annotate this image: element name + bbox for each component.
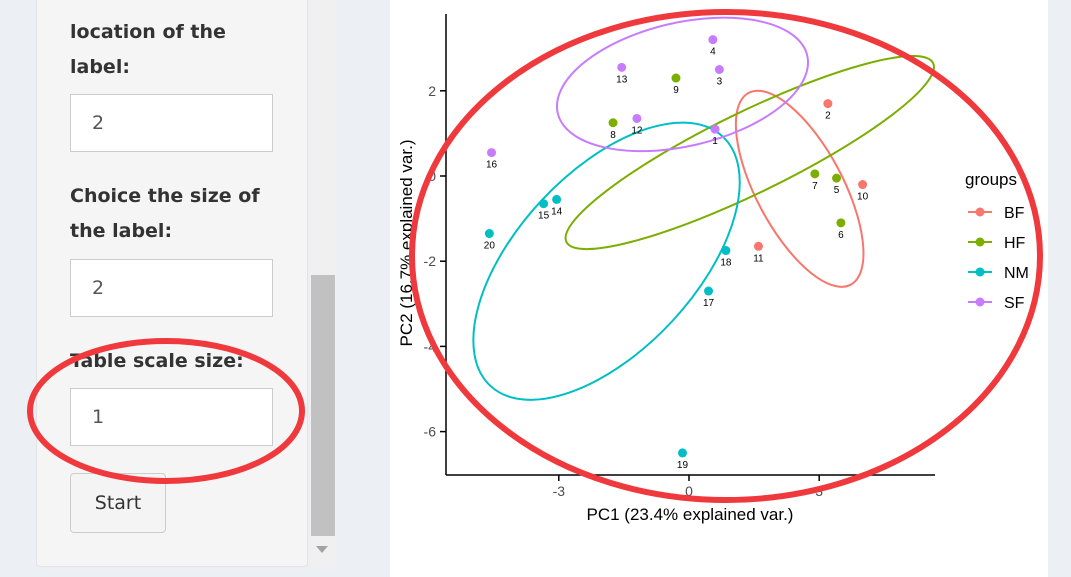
point-3 — [714, 65, 724, 74]
point-17 — [704, 286, 714, 296]
scroll-down-arrow-icon[interactable] — [316, 546, 328, 553]
pca-biplot: -3 0 320-2-4-6 123456789101112131415161718… — [397, 9, 1043, 524]
location-label: location of the label: — [70, 21, 226, 78]
y-tick-label: -2 — [424, 253, 437, 269]
y-tick-label: 2 — [428, 83, 436, 99]
point-16 — [487, 148, 497, 158]
location-input[interactable] — [70, 94, 273, 152]
ellipse-hf — [564, 55, 935, 251]
point-label-5: 5 — [834, 185, 840, 196]
point-label-16: 16 — [486, 160, 498, 171]
point-label-1: 1 — [712, 136, 718, 147]
point-label-11: 11 — [753, 253, 764, 264]
point-label-18: 18 — [720, 258, 732, 269]
point-10 — [858, 180, 868, 190]
point-label-13: 13 — [616, 74, 628, 85]
point-label-14: 14 — [551, 206, 563, 217]
point-label-9: 9 — [673, 85, 679, 96]
point-label-19: 19 — [677, 460, 689, 471]
scrollbar-thumb[interactable] — [311, 275, 335, 536]
legend-label-sf: SF — [1004, 295, 1025, 312]
point-19 — [677, 448, 687, 458]
legend-key-dot — [975, 237, 985, 247]
table-scale-input[interactable] — [70, 388, 273, 446]
legend-label-hf: HF — [1004, 235, 1026, 252]
start-button[interactable]: Start — [70, 473, 166, 533]
point-label-2: 2 — [825, 111, 831, 122]
point-label-3: 3 — [717, 77, 723, 88]
group-ellipses — [472, 16, 935, 401]
x-axis-title: PC1 (23.4% explained var.) — [587, 505, 794, 524]
point-label-20: 20 — [484, 241, 496, 252]
point-18 — [721, 246, 731, 256]
legend-key-dot — [975, 267, 985, 277]
point-8 — [608, 118, 618, 128]
point-label-15: 15 — [538, 211, 550, 222]
x-tick-label: 0 — [685, 483, 693, 499]
x-tick-label: -3 — [553, 483, 566, 499]
legend-label-bf: BF — [1004, 205, 1025, 222]
right-margin-strip — [1048, 0, 1071, 577]
plot-highlight-ellipse — [409, 9, 1043, 503]
point-label-7: 7 — [812, 181, 818, 192]
point-1 — [710, 124, 720, 134]
point-label-12: 12 — [631, 125, 643, 136]
point-label-6: 6 — [838, 230, 844, 241]
label-size-input[interactable] — [70, 259, 273, 317]
point-14 — [552, 194, 562, 204]
legend: groups BF HF NM SF — [965, 170, 1029, 312]
plot-axes — [445, 14, 935, 476]
point-7 — [810, 169, 820, 179]
point-label-10: 10 — [857, 192, 869, 203]
point-6 — [836, 218, 846, 228]
legend-key-dot — [975, 297, 985, 307]
point-20 — [484, 229, 494, 239]
point-4 — [708, 35, 718, 45]
label-size-label: Choice the size of the label: — [70, 185, 260, 242]
table-scale-label: Table scale size: — [70, 350, 244, 372]
point-label-4: 4 — [710, 47, 716, 58]
ellipse-sf — [555, 16, 810, 153]
axis-ticks: -3 0 320-2-4-6 — [424, 83, 824, 499]
legend-label-nm: NM — [1004, 265, 1029, 282]
point-12 — [632, 113, 642, 123]
point-2 — [823, 99, 833, 109]
point-15 — [539, 199, 549, 209]
point-5 — [832, 173, 842, 183]
ellipse-bf — [734, 89, 865, 288]
point-label-8: 8 — [610, 130, 616, 141]
ellipse-nm — [472, 121, 741, 401]
legend-key-dot — [975, 207, 985, 217]
point-9 — [671, 73, 681, 83]
legend-title: groups — [965, 170, 1017, 189]
point-label-17: 17 — [703, 298, 715, 309]
point-13 — [617, 62, 627, 72]
y-tick-label: -6 — [424, 424, 437, 440]
point-11 — [753, 241, 763, 251]
y-axis-title: PC2 (16.7% explained var.) — [397, 140, 416, 347]
